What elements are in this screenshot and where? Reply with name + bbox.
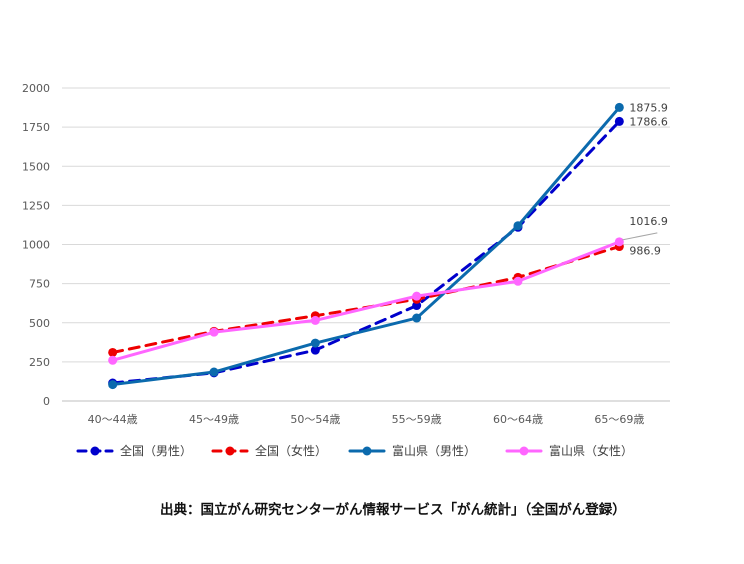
x-tick-label: 40～44歳 <box>88 413 138 426</box>
legend-label: 富山県（男性） <box>392 443 476 458</box>
data-point <box>614 237 624 247</box>
data-point <box>108 380 118 390</box>
data-point <box>412 291 422 301</box>
y-tick-label: 1250 <box>22 199 50 212</box>
y-tick-label: 500 <box>29 317 50 330</box>
y-tick-label: 250 <box>29 356 50 369</box>
legend-marker <box>519 446 529 456</box>
legend-label: 全国（男性） <box>120 443 192 458</box>
series-line <box>111 119 621 385</box>
legend-marker <box>225 446 235 456</box>
legend-label: 富山県（女性） <box>549 443 633 458</box>
y-tick-label: 1500 <box>22 160 50 173</box>
data-point <box>614 102 624 112</box>
data-point <box>614 116 624 126</box>
data-point <box>108 347 118 357</box>
x-tick-label: 45～49歳 <box>189 413 239 426</box>
line-chart: 0 250 500 750 1000 1250 1500 1750 2000 40～44歳 45～4… <box>22 82 670 458</box>
y-tick-label: 750 <box>29 278 50 291</box>
y-tick-label: 1000 <box>22 239 50 252</box>
series-line <box>111 105 621 387</box>
data-point <box>513 276 523 286</box>
data-point <box>209 327 219 337</box>
data-point <box>209 367 219 377</box>
legend-marker <box>362 446 372 456</box>
data-label: 986.9 <box>629 245 661 258</box>
data-point <box>310 345 320 355</box>
x-tick-label: 65～69歳 <box>594 413 644 426</box>
series-line <box>111 240 621 362</box>
x-tick-label: 55～59歳 <box>392 413 442 426</box>
data-label: 1016.9 <box>629 215 668 228</box>
legend-marker <box>90 446 100 456</box>
source-note: 出典：国立がん研究センターがん情報サービス「がん統計」（全国がん登録） <box>160 502 626 518</box>
x-tick-label: 60～64歳 <box>493 413 543 426</box>
data-point <box>310 338 320 348</box>
y-tick-label: 0 <box>43 395 50 408</box>
data-label: 1786.6 <box>629 115 668 128</box>
legend-label: 全国（女性） <box>255 443 327 458</box>
data-point <box>412 301 422 311</box>
x-tick-label: 50～54歳 <box>290 413 340 426</box>
data-point <box>513 221 523 231</box>
series-line <box>111 245 621 354</box>
data-point <box>108 355 118 365</box>
label-leader-line <box>622 232 658 241</box>
y-tick-label: 2000 <box>22 82 50 95</box>
data-point <box>310 315 320 325</box>
data-label: 1875.9 <box>629 101 668 114</box>
data-point <box>412 313 422 323</box>
y-tick-label: 1750 <box>22 121 50 134</box>
